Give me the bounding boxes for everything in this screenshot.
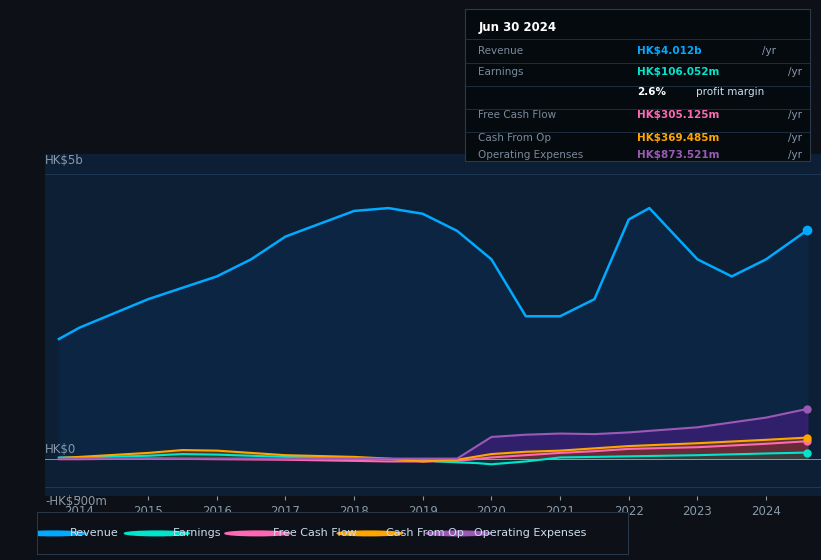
Text: profit margin: profit margin xyxy=(696,87,764,97)
Text: HK$873.521m: HK$873.521m xyxy=(637,150,719,160)
Text: Revenue: Revenue xyxy=(70,529,118,538)
Text: /yr: /yr xyxy=(788,110,802,120)
Text: Earnings: Earnings xyxy=(173,529,222,538)
Text: Jun 30 2024: Jun 30 2024 xyxy=(479,21,557,34)
Text: 2.6%: 2.6% xyxy=(637,87,666,97)
Text: Revenue: Revenue xyxy=(479,46,524,56)
Circle shape xyxy=(426,531,491,536)
Text: HK$369.485m: HK$369.485m xyxy=(637,133,719,143)
Circle shape xyxy=(225,531,290,536)
Text: Operating Expenses: Operating Expenses xyxy=(479,150,584,160)
Text: /yr: /yr xyxy=(762,46,776,56)
Circle shape xyxy=(337,531,402,536)
Text: /yr: /yr xyxy=(788,150,802,160)
Text: HK$0: HK$0 xyxy=(45,444,76,456)
Text: HK$5b: HK$5b xyxy=(45,154,84,167)
Circle shape xyxy=(21,531,86,536)
Text: HK$4.012b: HK$4.012b xyxy=(637,46,702,56)
Text: HK$305.125m: HK$305.125m xyxy=(637,110,719,120)
Text: /yr: /yr xyxy=(788,67,802,77)
Circle shape xyxy=(125,531,190,536)
Text: Operating Expenses: Operating Expenses xyxy=(475,529,587,538)
Text: Earnings: Earnings xyxy=(479,67,524,77)
Text: Free Cash Flow: Free Cash Flow xyxy=(273,529,357,538)
Text: HK$106.052m: HK$106.052m xyxy=(637,67,719,77)
Text: Free Cash Flow: Free Cash Flow xyxy=(479,110,557,120)
Text: -HK$500m: -HK$500m xyxy=(45,496,107,508)
Text: Cash From Op: Cash From Op xyxy=(479,133,552,143)
Text: /yr: /yr xyxy=(788,133,802,143)
Text: Cash From Op: Cash From Op xyxy=(386,529,464,538)
